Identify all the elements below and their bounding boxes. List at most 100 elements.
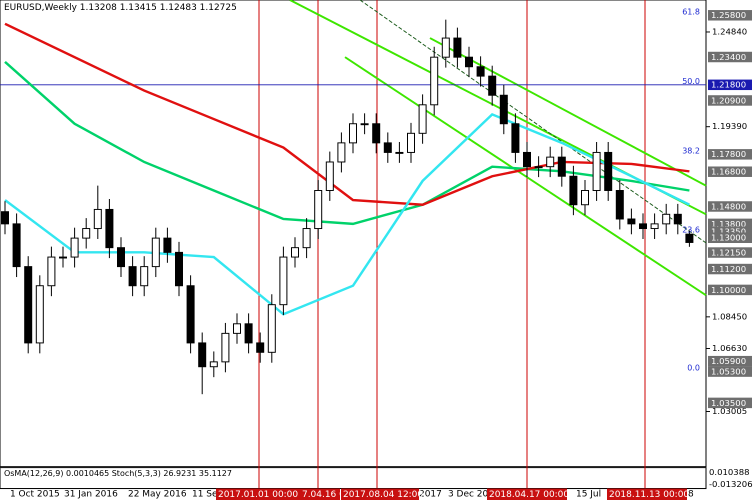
level-label: 1.05900 <box>711 356 746 366</box>
candle-body <box>128 266 137 287</box>
level-label: 1.03500 <box>711 398 746 408</box>
y-tick-label: 1.08450 <box>712 311 747 321</box>
vline-label-box <box>341 488 419 500</box>
level-label: 1.14800 <box>711 202 746 212</box>
vline-label: 2017.08.04 12:00 <box>343 490 423 500</box>
x-tick-label: 22 May 2016 <box>128 490 187 500</box>
candle-body <box>465 56 473 68</box>
level-label: 1.13800 <box>711 219 746 229</box>
level-box <box>708 218 752 230</box>
candle-body <box>581 190 589 206</box>
fib-label: 23.6 <box>682 226 700 235</box>
level-label: 1.25800 <box>711 10 746 20</box>
candle-body <box>140 266 149 287</box>
level-label: 1.13350 <box>711 227 746 237</box>
vline-label: 7.04.16 0 <box>302 490 345 500</box>
fib-label: 0.0 <box>687 364 700 373</box>
level-box <box>708 10 752 21</box>
candle-body <box>291 247 299 258</box>
fib-label: 50.0 <box>682 77 700 86</box>
level-label: 1.21800 <box>711 80 746 90</box>
x-tick-label: 2017 <box>419 490 442 500</box>
y-tick-label: 1.24840 <box>712 27 747 37</box>
candle-body <box>117 247 125 268</box>
level-label: 1.13000 <box>711 233 746 243</box>
indicator-tick-label: -0.013206 <box>709 479 753 489</box>
candle-body <box>82 228 91 239</box>
level-label: 1.20900 <box>711 96 746 106</box>
x-tick-label: 1 Oct 2015 <box>10 490 60 500</box>
candle-body <box>244 323 253 344</box>
vline-label-box <box>300 488 340 500</box>
candle-body <box>175 251 183 287</box>
level-label: 1.12150 <box>711 248 746 258</box>
candle-body <box>441 37 450 58</box>
level-box <box>708 51 752 63</box>
candle-body <box>453 37 462 58</box>
candle-body <box>209 361 218 368</box>
level-box <box>708 95 752 106</box>
candle-body <box>93 208 102 230</box>
candle-body <box>592 151 601 191</box>
candle-body <box>337 142 346 163</box>
candle-body <box>59 256 67 259</box>
candle-body <box>430 56 439 106</box>
level-label: 1.17800 <box>711 149 746 159</box>
level-box <box>708 247 752 258</box>
candle-body <box>639 223 647 230</box>
candle-body <box>35 285 44 344</box>
channel-line <box>429 37 707 187</box>
x-tick-label: 8 <box>688 490 694 500</box>
candle-body <box>233 323 241 334</box>
vline-label-box <box>607 488 687 500</box>
candle-body <box>499 94 508 125</box>
candle-body <box>163 237 172 253</box>
level-box <box>708 149 752 160</box>
candle-body <box>1 211 9 225</box>
candle-body <box>407 132 415 153</box>
candle-body <box>279 256 288 306</box>
candle-body <box>569 175 578 206</box>
level-box <box>708 166 752 177</box>
vline-label-box <box>216 488 300 500</box>
level-box <box>708 226 752 237</box>
level-box <box>708 79 752 91</box>
candle-body <box>534 166 543 169</box>
indicator-title: OsMA(12,26,9) 0.0010465 Stoch(5,3,3) 26.… <box>4 469 232 478</box>
vline-label: 2018.04.17 00:00 <box>489 490 569 500</box>
candle-body <box>418 104 427 134</box>
level-label: 1.05300 <box>711 367 746 377</box>
candle-body <box>70 237 79 258</box>
candle-body <box>221 332 230 363</box>
level-box <box>708 284 752 296</box>
candle-body <box>627 218 636 225</box>
candle-body <box>302 228 311 249</box>
level-box <box>708 201 752 212</box>
candle-body <box>360 123 369 126</box>
x-tick-label: 11 Se <box>192 490 218 500</box>
candle-body <box>395 151 404 154</box>
candle-body <box>615 190 624 220</box>
moving-average <box>4 22 690 206</box>
candle-body <box>523 151 531 168</box>
candle-body <box>511 123 520 153</box>
candle-body <box>47 256 56 287</box>
level-box <box>708 366 752 377</box>
candle-body <box>198 342 207 368</box>
level-box <box>708 397 752 409</box>
candle-body <box>685 233 694 243</box>
x-tick-label: 31 Jan 2016 <box>64 490 118 500</box>
candle-body <box>372 123 381 144</box>
level-label: 1.10000 <box>711 285 746 295</box>
y-tick-label: 1.19390 <box>712 121 747 131</box>
level-label: 1.11200 <box>711 264 746 274</box>
fib-label: 61.8 <box>682 8 700 17</box>
level-box <box>708 355 752 367</box>
indicator-tick-label: 0.010388 <box>709 467 750 477</box>
candle-body <box>662 213 671 225</box>
candle-body <box>151 237 160 268</box>
fib-label: 38.2 <box>682 147 700 156</box>
candle-body <box>476 66 485 77</box>
candle-body <box>314 190 323 230</box>
